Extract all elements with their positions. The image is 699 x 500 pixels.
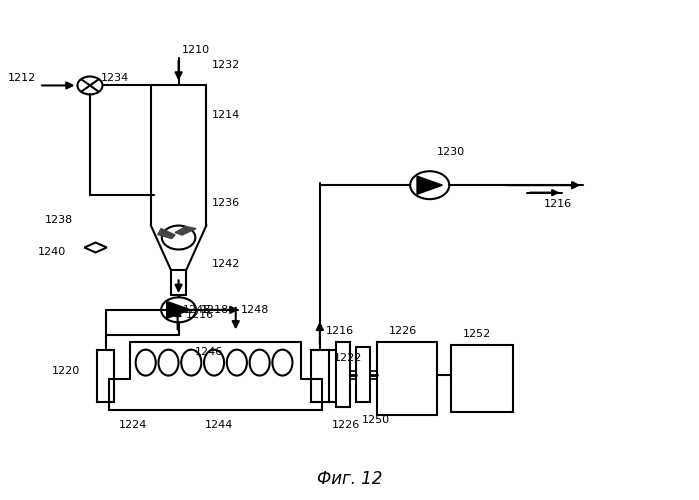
Polygon shape: [417, 176, 442, 195]
Text: 1212: 1212: [8, 73, 36, 83]
Text: 1218: 1218: [201, 305, 229, 315]
Text: 1216: 1216: [326, 326, 354, 336]
Text: 1224: 1224: [120, 420, 147, 430]
Text: 1210: 1210: [182, 44, 210, 54]
Text: 1226: 1226: [332, 420, 360, 430]
Polygon shape: [175, 226, 196, 235]
Text: 1248: 1248: [240, 305, 269, 315]
Text: 1214: 1214: [212, 110, 240, 120]
Text: 1250: 1250: [362, 414, 390, 424]
Text: 1226: 1226: [389, 326, 417, 336]
Text: 1220: 1220: [52, 366, 80, 376]
Polygon shape: [158, 228, 175, 238]
Text: 1216: 1216: [185, 310, 214, 320]
Text: 1216: 1216: [543, 199, 572, 209]
Text: 1222: 1222: [334, 352, 363, 362]
Text: 1234: 1234: [101, 73, 129, 83]
Text: 1244: 1244: [205, 420, 233, 430]
Text: 1236: 1236: [212, 198, 240, 207]
Polygon shape: [167, 302, 190, 318]
Text: 1238: 1238: [45, 215, 73, 225]
Text: 1242: 1242: [212, 259, 240, 269]
Text: 1246: 1246: [195, 347, 223, 357]
Text: 1252: 1252: [463, 329, 491, 339]
Text: Фиг. 12: Фиг. 12: [317, 470, 382, 488]
Text: 1230: 1230: [437, 148, 465, 158]
Text: 1232: 1232: [212, 60, 240, 70]
Text: 1240: 1240: [38, 248, 66, 258]
Text: 1248: 1248: [182, 305, 211, 315]
